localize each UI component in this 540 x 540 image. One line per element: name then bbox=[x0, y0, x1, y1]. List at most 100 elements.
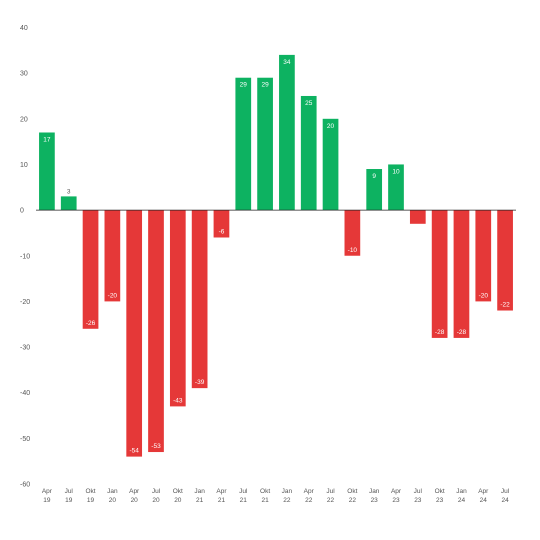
y-tick-label: -10 bbox=[20, 253, 30, 260]
x-tick-label-month: Jan bbox=[456, 488, 467, 495]
data-label: -28 bbox=[457, 329, 467, 336]
bar bbox=[235, 77, 252, 211]
y-tick-label: 30 bbox=[20, 71, 28, 78]
x-tick-label-month: Jul bbox=[326, 488, 335, 495]
data-label: -20 bbox=[479, 292, 489, 299]
y-tick-label: -50 bbox=[20, 436, 30, 443]
bar bbox=[257, 77, 273, 211]
x-tick-label-year: 21 bbox=[261, 497, 269, 504]
x-tick-label-year: 22 bbox=[327, 497, 335, 504]
x-tick-label-year: 23 bbox=[371, 497, 379, 504]
bar bbox=[409, 210, 426, 224]
x-tick-label-month: Apr bbox=[478, 488, 489, 495]
x-tick-label-year: 19 bbox=[87, 497, 95, 504]
data-label: -22 bbox=[500, 302, 510, 309]
bar bbox=[322, 118, 339, 211]
y-tick-label: -40 bbox=[20, 390, 30, 397]
data-label: -20 bbox=[108, 292, 118, 299]
data-label: -3 bbox=[415, 225, 421, 232]
bar bbox=[388, 164, 404, 211]
data-label: 25 bbox=[305, 100, 313, 107]
bar bbox=[148, 210, 164, 453]
bar bbox=[169, 210, 186, 407]
data-label: 20 bbox=[327, 123, 335, 130]
bar bbox=[300, 95, 317, 211]
x-tick-label-year: 21 bbox=[218, 497, 226, 504]
bar bbox=[279, 54, 295, 211]
y-tick-label: 40 bbox=[20, 25, 28, 32]
bar bbox=[344, 210, 361, 256]
x-tick-label-month: Jul bbox=[501, 488, 510, 495]
x-tick-label-year: 19 bbox=[65, 497, 73, 504]
x-tick-label-year: 21 bbox=[240, 497, 248, 504]
x-tick-label-month: Apr bbox=[391, 488, 402, 495]
data-label: -54 bbox=[129, 448, 139, 455]
x-tick-label-month: Jan bbox=[282, 488, 293, 495]
x-tick-label-month: Jul bbox=[152, 488, 161, 495]
x-tick-label-year: 20 bbox=[174, 497, 182, 504]
bar bbox=[475, 210, 492, 302]
x-tick-label-year: 23 bbox=[436, 497, 444, 504]
data-label: 17 bbox=[43, 136, 51, 143]
data-label: 3 bbox=[67, 188, 71, 195]
data-label: -53 bbox=[151, 443, 161, 450]
data-labels: 17 3 -26 -20 -54 -53 -43 -39 -6 29 29 34 25 20 -10 9 10 -… bbox=[43, 59, 510, 455]
x-tick-label-year: 22 bbox=[349, 497, 357, 504]
data-label: -6 bbox=[219, 228, 225, 235]
bars bbox=[36, 54, 516, 457]
y-tick-label: -20 bbox=[20, 299, 30, 306]
y-tick-label: 20 bbox=[20, 116, 28, 123]
x-tick-label-year: 24 bbox=[501, 497, 509, 504]
y-tick-label: 0 bbox=[20, 208, 24, 215]
x-tick-label-year: 22 bbox=[283, 497, 291, 504]
x-tick-label-year: 22 bbox=[305, 497, 313, 504]
bar bbox=[497, 210, 513, 311]
bar bbox=[82, 210, 99, 329]
data-label: -10 bbox=[348, 247, 358, 254]
x-tick-label-month: Apr bbox=[304, 488, 315, 495]
x-tick-label-month: Okt bbox=[347, 488, 357, 495]
x-tick-label-year: 23 bbox=[392, 497, 400, 504]
data-label: -28 bbox=[435, 329, 445, 336]
bar bbox=[126, 210, 143, 457]
y-tick-label: -30 bbox=[20, 345, 30, 352]
x-tick-label-month: Jul bbox=[65, 488, 74, 495]
x-tick-label-year: 21 bbox=[196, 497, 204, 504]
x-axis: Apr 19 Jul 19 Okt 19 Jan 20 Apr 20 Jul 20 Okt 20 Jan 21… bbox=[42, 488, 510, 504]
data-label: -43 bbox=[173, 397, 183, 404]
x-tick-label-month: Okt bbox=[85, 488, 95, 495]
x-tick-label-month: Apr bbox=[42, 488, 53, 495]
data-label: 29 bbox=[261, 82, 269, 89]
data-label: 29 bbox=[240, 82, 248, 89]
bar bbox=[431, 210, 448, 338]
bar bbox=[39, 132, 55, 211]
x-tick-label-year: 19 bbox=[43, 497, 51, 504]
data-label: 9 bbox=[372, 173, 376, 180]
bar bbox=[366, 169, 383, 211]
y-tick-label: -60 bbox=[20, 482, 30, 489]
bar bbox=[191, 210, 208, 389]
y-axis: 40 30 20 10 0 -10 -20 -30 -40 -50 -60 bbox=[20, 25, 30, 489]
x-tick-label-year: 20 bbox=[109, 497, 117, 504]
x-tick-label-month: Okt bbox=[260, 488, 270, 495]
x-tick-label-month: Apr bbox=[129, 488, 140, 495]
x-tick-label-year: 24 bbox=[480, 497, 488, 504]
bar bbox=[453, 210, 470, 338]
data-label: -26 bbox=[86, 320, 96, 327]
x-tick-label-month: Jul bbox=[239, 488, 248, 495]
x-tick-label-year: 23 bbox=[414, 497, 422, 504]
bar bbox=[60, 196, 77, 211]
x-tick-label-month: Okt bbox=[173, 488, 183, 495]
data-label: 10 bbox=[392, 168, 400, 175]
x-tick-label-month: Jan bbox=[369, 488, 380, 495]
x-tick-label-month: Jul bbox=[414, 488, 423, 495]
x-tick-label-year: 20 bbox=[152, 497, 160, 504]
x-tick-label-month: Jan bbox=[194, 488, 205, 495]
data-label: -39 bbox=[195, 379, 205, 386]
x-tick-label-year: 24 bbox=[458, 497, 466, 504]
bar bbox=[104, 210, 121, 302]
x-tick-label-month: Jan bbox=[107, 488, 118, 495]
data-label: 34 bbox=[283, 59, 291, 66]
x-tick-label-year: 20 bbox=[131, 497, 139, 504]
